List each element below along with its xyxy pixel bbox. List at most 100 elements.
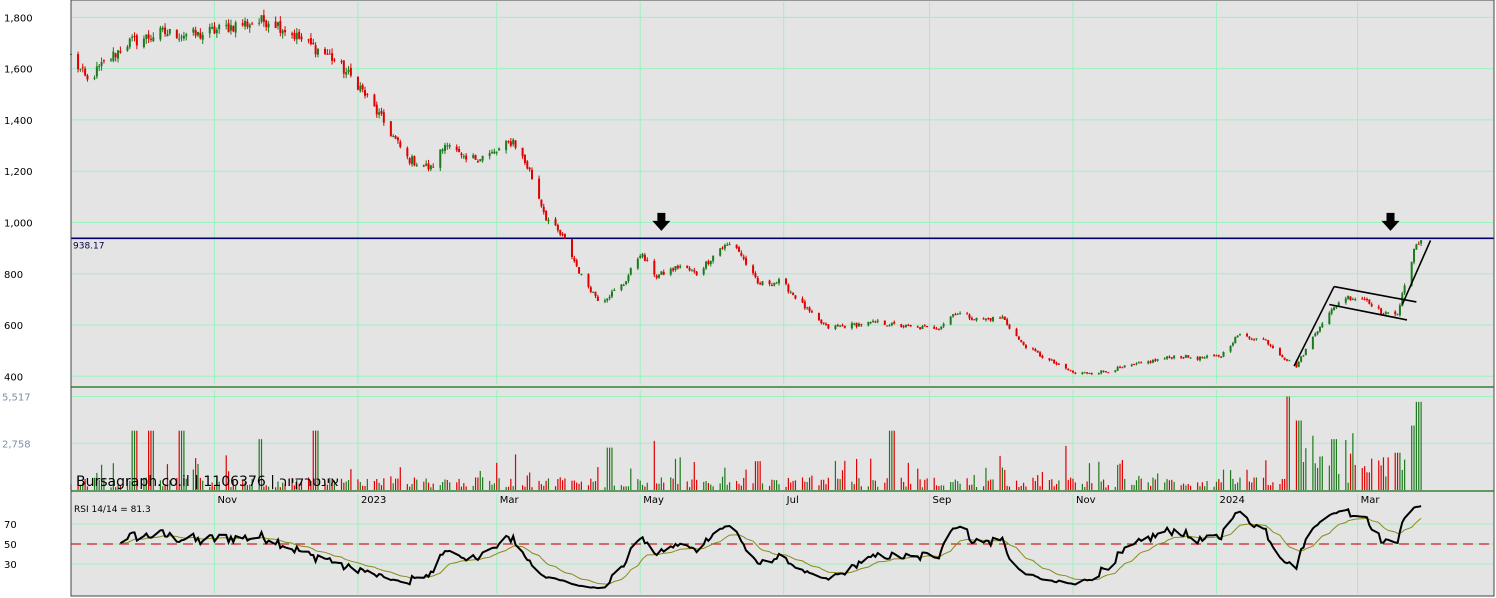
candle-body [890, 322, 893, 326]
candle-body [756, 277, 759, 284]
candle-body [1031, 348, 1034, 350]
candle-body [135, 35, 138, 46]
candle-body [267, 23, 270, 28]
candle-body [432, 166, 435, 168]
candle-body [1008, 324, 1011, 329]
candle-body [726, 244, 729, 246]
trend-line [1293, 286, 1335, 367]
candle-body [1236, 335, 1239, 338]
candle-body [933, 326, 936, 329]
candle-body [514, 140, 517, 148]
candle-body [867, 321, 870, 326]
candle-body [622, 284, 625, 286]
candle-body [672, 268, 675, 271]
candle-body [1203, 357, 1206, 359]
candle-body [314, 45, 317, 55]
candle-body [1198, 356, 1201, 361]
candle-body [575, 260, 578, 267]
candle-body [1137, 362, 1140, 364]
candle-body [1022, 341, 1025, 345]
candle-body [554, 219, 557, 226]
candle-body [262, 15, 265, 22]
candle-body [1149, 361, 1152, 363]
candle-body [1337, 302, 1340, 307]
candle-body [1071, 370, 1074, 373]
candle-body [476, 161, 479, 163]
watermark: Bursagraph.co.il | 1106376 | אינטרקיור [76, 474, 339, 490]
candle-body [876, 320, 879, 322]
candle-body [1354, 299, 1357, 301]
candle-body [1394, 311, 1397, 315]
candle-body [1349, 296, 1352, 301]
candle-body [629, 268, 632, 275]
candle-body [1370, 304, 1373, 307]
candle-body [147, 34, 150, 39]
candle-body [1024, 344, 1027, 348]
candle-body [411, 156, 414, 165]
candle-body [1168, 356, 1171, 358]
candle-body [759, 283, 762, 285]
candle-body [133, 36, 136, 38]
candle-body [394, 135, 397, 139]
candle-body [312, 42, 315, 45]
candle-body [745, 258, 748, 265]
candle-body [1234, 336, 1237, 344]
candle-body [458, 148, 461, 152]
rsi-title: RSI 14/14 = 81.3 [74, 505, 151, 515]
candle-body [926, 325, 929, 327]
candle-body [1041, 355, 1044, 358]
candle-body [1311, 336, 1314, 350]
candle-body [77, 54, 80, 70]
candle-body [265, 20, 268, 28]
candle-body [1380, 308, 1383, 315]
candle-body [1090, 373, 1093, 375]
candle-body [1229, 345, 1232, 352]
candle-body [229, 25, 232, 31]
candle-body [389, 121, 392, 137]
candle-body [366, 93, 369, 95]
candle-body [382, 112, 385, 123]
candle-body [1288, 360, 1291, 362]
trend-line [1401, 240, 1432, 305]
candle-body [1328, 312, 1331, 325]
candle-body [907, 324, 910, 326]
candle-body [893, 321, 896, 324]
candle-body [563, 234, 566, 239]
candle-body [1001, 316, 1004, 319]
candle-body [131, 36, 134, 38]
candle-body [1269, 344, 1272, 346]
candle-body [164, 27, 167, 35]
candle-body [293, 32, 296, 40]
candle-body [658, 274, 661, 278]
candle-body [356, 76, 359, 90]
candle-body [679, 265, 682, 268]
candle-body [260, 15, 263, 22]
down-arrow-icon [652, 212, 671, 231]
candle-body [853, 323, 856, 325]
candle-body [841, 325, 844, 327]
candle-body [364, 90, 367, 96]
candle-body [284, 29, 287, 33]
candle-body [984, 318, 987, 321]
candle-body [777, 279, 780, 284]
candle-body [956, 313, 959, 315]
candle-body [992, 316, 995, 322]
candle-body [361, 85, 364, 90]
candle-body [227, 23, 230, 33]
candle-body [531, 169, 534, 180]
candle-body [787, 284, 790, 292]
candle-body [1222, 352, 1225, 357]
rsi-tick-label: 70 [4, 520, 17, 531]
candle-body [512, 139, 515, 145]
candle-body [559, 229, 562, 235]
candle-body [919, 327, 922, 329]
candle-body [1067, 368, 1070, 371]
down-arrow-icon [1381, 212, 1400, 231]
candle-body [1377, 306, 1380, 309]
candle-body [940, 326, 943, 329]
candle-body [1253, 339, 1256, 341]
candle-body [949, 316, 952, 325]
candle-body [820, 319, 823, 324]
candle-body [241, 23, 244, 26]
candle-body [295, 32, 298, 40]
